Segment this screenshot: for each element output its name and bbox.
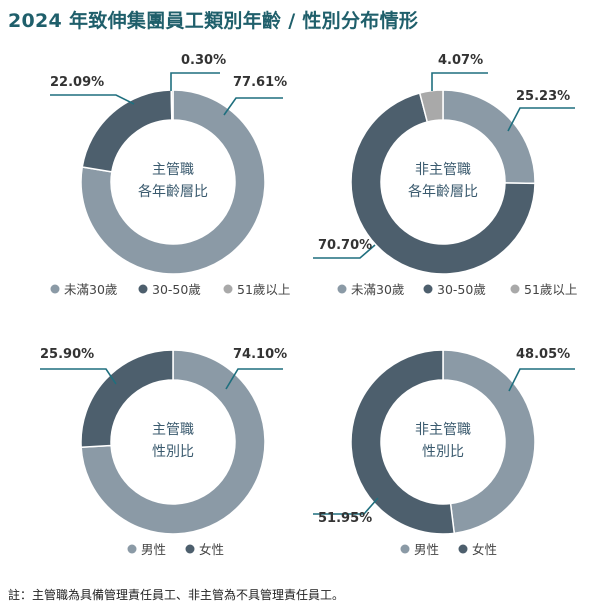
donut-slice-30-50歲 — [350, 92, 536, 275]
donut-slice-女性 — [350, 349, 456, 535]
percent-label: 48.05% — [516, 347, 570, 362]
legend-marker — [458, 544, 468, 554]
legend-label: 30-50歲 — [437, 282, 486, 297]
center-label: 各年齡層比 — [408, 184, 478, 200]
legend-label: 30-50歲 — [152, 282, 201, 297]
legend-label: 女性 — [199, 542, 224, 557]
legend-marker — [400, 544, 410, 554]
donut-slice-男性 — [442, 349, 536, 535]
leader-line — [431, 72, 488, 91]
leader-line — [507, 107, 575, 132]
leader-line — [223, 97, 283, 116]
page-title: 2024 年致伸集團員工類別年齡 / 性別分布情形 — [8, 10, 419, 32]
legend-label: 未滿30歲 — [351, 282, 404, 297]
percent-label: 22.09% — [50, 75, 104, 90]
percent-label: 51.95% — [318, 511, 372, 526]
center-label: 非主管職 — [415, 422, 471, 438]
legend-marker — [127, 544, 137, 554]
legend-marker — [50, 284, 60, 294]
donut-slice-女性 — [80, 349, 174, 448]
percent-label: 74.10% — [233, 347, 287, 362]
legend-label: 女性 — [472, 542, 497, 557]
legend-marker — [223, 284, 233, 294]
center-label: 主管職 — [152, 422, 194, 438]
donut-slice-30-50歲 — [81, 89, 173, 173]
center-label: 性別比 — [152, 444, 194, 460]
center-label: 非主管職 — [415, 162, 471, 178]
leader-line — [313, 497, 379, 515]
legend-marker — [510, 284, 520, 294]
percent-label: 77.61% — [233, 75, 287, 90]
percent-label: 25.23% — [516, 89, 570, 104]
legend-label: 男性 — [141, 542, 166, 557]
percent-label: 70.70% — [318, 238, 372, 253]
center-label: 性別比 — [422, 444, 464, 460]
percent-label: 0.30% — [181, 53, 226, 68]
legend-label: 男性 — [414, 542, 439, 557]
legend-marker — [337, 284, 347, 294]
legend-label: 51歲以上 — [524, 282, 577, 297]
legend-marker — [185, 544, 195, 554]
center-label: 各年齡層比 — [138, 184, 208, 200]
leader-line — [170, 72, 220, 91]
leader-line — [313, 244, 376, 259]
donut-slice-51歲以上 — [170, 89, 174, 121]
leader-line — [40, 368, 117, 385]
footnote: 註：主管職為具備管理責任員工、非主管為不具管理責任員工。 — [8, 588, 345, 602]
percent-label: 4.07% — [438, 53, 483, 68]
center-label: 主管職 — [152, 162, 194, 178]
legend-marker — [138, 284, 148, 294]
leader-line — [50, 94, 135, 105]
leader-line — [225, 368, 283, 390]
legend-label: 51歲以上 — [237, 282, 290, 297]
donut-slice-男性 — [80, 349, 266, 535]
legend-label: 未滿30歲 — [64, 282, 117, 297]
legend-marker — [423, 284, 433, 294]
donut-slice-未滿30歲 — [80, 89, 266, 275]
donut-slice-51歲以上 — [418, 89, 444, 123]
percent-label: 25.90% — [40, 347, 94, 362]
leader-line — [508, 368, 575, 392]
